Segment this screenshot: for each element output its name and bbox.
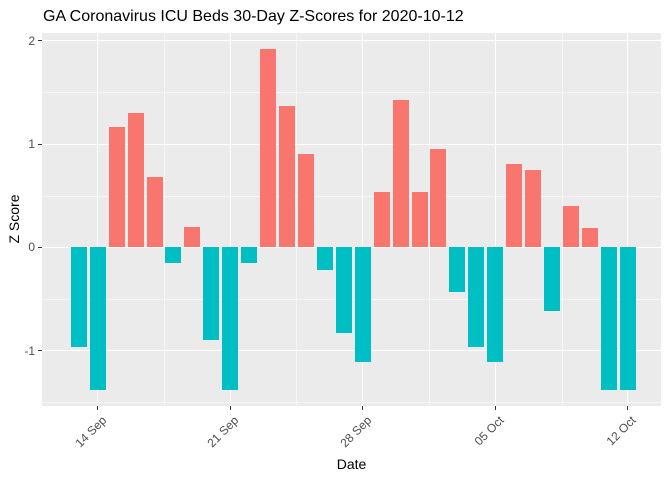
bar — [260, 48, 277, 248]
y-axis-title: Z Score — [6, 194, 22, 244]
bar — [392, 99, 409, 248]
bar — [335, 247, 352, 334]
gridline-major-x — [494, 33, 496, 406]
bar — [600, 247, 617, 390]
x-tick-label: 05 Oct — [471, 413, 507, 449]
x-tick-mark — [362, 406, 364, 410]
gridline-minor-y — [42, 92, 661, 94]
x-tick-label: 21 Sep — [204, 413, 242, 451]
gridline-minor-x — [296, 33, 298, 406]
bar — [127, 113, 144, 248]
bar — [203, 247, 220, 341]
bar — [544, 247, 561, 312]
gridline-minor-x — [163, 33, 165, 406]
x-tick-mark — [97, 406, 99, 410]
bar — [108, 127, 125, 248]
gridline-major-x — [97, 33, 99, 406]
x-tick-mark — [229, 406, 231, 410]
bar — [241, 247, 258, 263]
x-axis-title: Date — [336, 456, 367, 472]
bar — [373, 191, 390, 248]
bar — [89, 247, 106, 390]
bar — [70, 247, 87, 348]
gridline-minor-x — [561, 33, 563, 406]
bar — [184, 226, 201, 248]
x-tick-label: 14 Sep — [72, 413, 109, 451]
plot-panel — [42, 33, 661, 406]
gridline-major-y — [42, 350, 661, 352]
gridline-major-x — [362, 33, 364, 406]
bar — [297, 154, 314, 248]
bar — [506, 163, 523, 248]
y-tick-label: 0 — [28, 240, 35, 255]
gridline-minor-y — [42, 195, 661, 197]
bar — [487, 247, 504, 362]
chart-title: GA Coronavirus ICU Beds 30-Day Z-Scores … — [43, 8, 464, 25]
y-tick-label: 1 — [28, 137, 35, 151]
x-tick-label: 28 Sep — [337, 413, 374, 451]
bar — [562, 205, 579, 248]
x-tick-mark — [494, 406, 496, 410]
bar — [146, 177, 163, 248]
gridline-major-x — [627, 33, 629, 406]
gridline-minor-y — [42, 402, 661, 404]
gridline-minor-x — [429, 33, 430, 406]
bar — [430, 149, 447, 248]
y-tick-mark — [37, 40, 42, 42]
y-tick-mark — [37, 350, 42, 352]
bar — [165, 247, 182, 263]
bar — [222, 247, 239, 390]
gridline-major-y — [42, 40, 661, 42]
bar — [411, 191, 428, 248]
y-tick-mark — [37, 143, 42, 145]
y-tick-label: -1 — [24, 343, 35, 358]
x-tick-mark — [627, 406, 629, 410]
bar — [316, 247, 333, 271]
bar — [449, 247, 466, 292]
bar — [354, 247, 371, 362]
bar — [581, 227, 598, 248]
gridline-major-y — [42, 143, 661, 145]
y-tick-mark — [37, 246, 42, 248]
bar — [468, 247, 485, 348]
bar — [525, 169, 542, 248]
gridline-major-x — [229, 33, 231, 406]
x-tick-label: 12 Oct — [604, 413, 639, 449]
y-tick-label: 2 — [28, 33, 35, 48]
bar — [279, 105, 296, 248]
bar — [619, 247, 636, 390]
